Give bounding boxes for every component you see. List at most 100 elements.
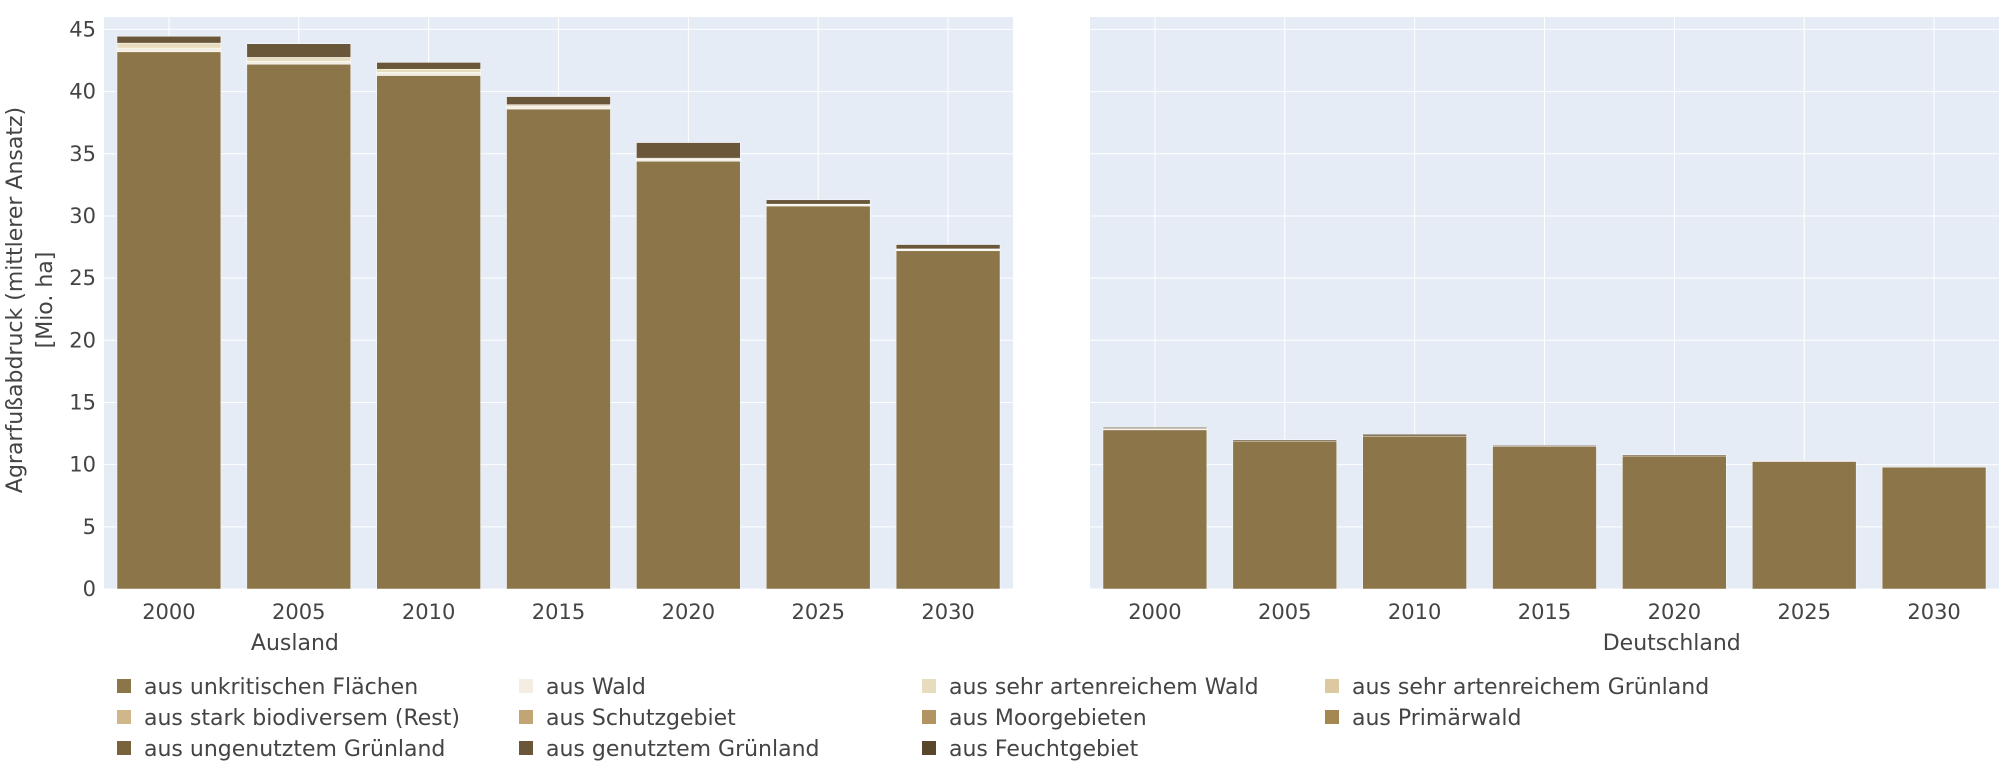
bar-segment[interactable] [506, 108, 611, 590]
legend-label: aus Moorgebieten [949, 706, 1147, 731]
legend-swatch [519, 741, 533, 755]
bar-segment[interactable] [246, 60, 351, 65]
legend-label: aus Feuchtgebiet [949, 737, 1139, 762]
x-tick-label: 2020 [1648, 600, 1701, 624]
legend-item[interactable]: aus stark biodiversem (Rest) [117, 706, 460, 731]
bar-segment[interactable] [506, 106, 611, 110]
bar-segment[interactable] [1102, 427, 1208, 429]
panels-layer: 2000 2005 2010 2015 2020 2025 2030Ausland05101… [69, 17, 1999, 656]
x-tick-label: 2010 [402, 600, 455, 624]
x-tick-label: 2000 [1128, 600, 1181, 624]
y-tick-label: 5 [83, 515, 96, 539]
x-axis-title: Deutschland [1603, 631, 1741, 656]
y-tick-label: 25 [69, 266, 96, 290]
legend-label: aus unkritischen Flächen [144, 675, 418, 700]
legend-swatch [1325, 710, 1339, 724]
y-axis-title-line1: Agrarfußabdruck (mittlerer Ansatz) [3, 107, 28, 493]
bar-segment[interactable] [246, 43, 351, 58]
x-tick-label: 2030 [921, 600, 974, 624]
bar-segment[interactable] [246, 57, 351, 62]
legend-label: aus Primärwald [1352, 706, 1521, 731]
x-axis-title: Ausland [251, 631, 339, 656]
bar-segment[interactable] [506, 96, 611, 105]
legend-item[interactable]: aus Feuchtgebiet [922, 737, 1139, 762]
bar-segment[interactable] [116, 51, 222, 590]
y-tick-label: 20 [69, 328, 96, 352]
bar-segment[interactable] [1622, 455, 1727, 590]
x-tick-label: 2005 [272, 600, 325, 624]
legend-swatch [922, 741, 936, 755]
bar-segment[interactable] [636, 142, 741, 159]
bar-segment[interactable] [1492, 446, 1597, 590]
legend-swatch [922, 679, 936, 693]
y-tick-label: 15 [69, 390, 96, 414]
bar-segment[interactable] [1752, 460, 1857, 462]
x-tick-label: 2020 [662, 600, 715, 624]
bar-segment[interactable] [1622, 454, 1727, 457]
x-tick-label: 2005 [1258, 600, 1311, 624]
bar-segment[interactable] [1102, 429, 1208, 590]
legend-swatch [117, 741, 131, 755]
bar-segment[interactable] [376, 68, 481, 73]
legend[interactable]: aus unkritischen Flächen aus Wald aus sehr… [117, 675, 1709, 762]
x-tick-label: 2010 [1388, 600, 1441, 624]
x-tick-label: 2025 [1777, 600, 1830, 624]
legend-item[interactable]: aus Moorgebieten [922, 706, 1147, 731]
bar-segment[interactable] [766, 205, 871, 590]
legend-item[interactable]: aus Primärwald [1325, 706, 1521, 731]
bar-segment[interactable] [895, 250, 1001, 590]
bar-segment[interactable] [636, 160, 741, 590]
bar-segment[interactable] [1362, 433, 1467, 437]
panel-2: 2000 2005 2010 2015 2020 2025 2030 Deutschland [1090, 17, 1999, 656]
bar-segment[interactable] [895, 244, 1001, 250]
bar-segment[interactable] [1881, 466, 1987, 468]
y-tick-label: 40 [69, 80, 96, 104]
legend-item[interactable]: aus sehr artenreichem Wald [922, 675, 1259, 700]
bar-segment[interactable] [1881, 466, 1987, 590]
bar-segment[interactable] [116, 42, 222, 49]
legend-item[interactable]: aus Wald [519, 675, 646, 700]
x-tick-label: 2000 [142, 600, 195, 624]
legend-label: aus genutztem Grünland [546, 737, 820, 762]
bar-segment[interactable] [766, 199, 871, 205]
bar-segment[interactable] [636, 159, 741, 162]
legend-label: aus ungenutztem Grünland [144, 737, 445, 762]
bar-segment[interactable] [506, 104, 611, 107]
y-tick-label: 0 [83, 577, 96, 601]
bar-segment[interactable] [1232, 440, 1337, 590]
bar-segment[interactable] [246, 64, 351, 590]
bar-segment[interactable] [116, 47, 222, 53]
legend-label: aus sehr artenreichem Wald [949, 675, 1259, 700]
legend-swatch [1325, 679, 1339, 693]
legend-item[interactable]: aus ungenutztem Grünland [117, 737, 445, 762]
legend-item[interactable]: aus genutztem Grünland [519, 737, 820, 762]
y-tick-label: 45 [69, 17, 96, 41]
legend-label: aus Schutzgebiet [546, 706, 736, 731]
legend-swatch [117, 710, 131, 724]
bar-segment[interactable] [1752, 461, 1857, 590]
bar-segment[interactable] [376, 62, 481, 70]
legend-swatch [117, 679, 131, 693]
y-tick-label: 35 [69, 142, 96, 166]
bar-segment[interactable] [1362, 435, 1467, 590]
bar-segment[interactable] [116, 36, 222, 44]
legend-label: aus sehr artenreichem Grünland [1352, 675, 1709, 700]
legend-swatch [922, 710, 936, 724]
bar-segment[interactable] [1232, 439, 1337, 442]
panel-1: 2000 2005 2010 2015 2020 2025 2030Ausland05101… [69, 17, 1013, 656]
legend-item[interactable]: aus Schutzgebiet [519, 706, 736, 731]
legend-item[interactable]: aus unkritischen Flächen [117, 675, 418, 700]
legend-swatch [519, 679, 533, 693]
legend-item[interactable]: aus sehr artenreichem Grünland [1325, 675, 1709, 700]
bar-segment[interactable] [376, 75, 481, 590]
bar-segment[interactable] [1492, 445, 1597, 447]
x-tick-label: 2015 [532, 600, 585, 624]
y-tick-label: 10 [69, 453, 96, 477]
legend-swatch [519, 710, 533, 724]
x-tick-label: 2025 [791, 600, 844, 624]
bar-segment[interactable] [376, 72, 481, 76]
x-tick-label: 2015 [1518, 600, 1571, 624]
y-axis-title-line2: [Mio. ha] [33, 252, 58, 349]
